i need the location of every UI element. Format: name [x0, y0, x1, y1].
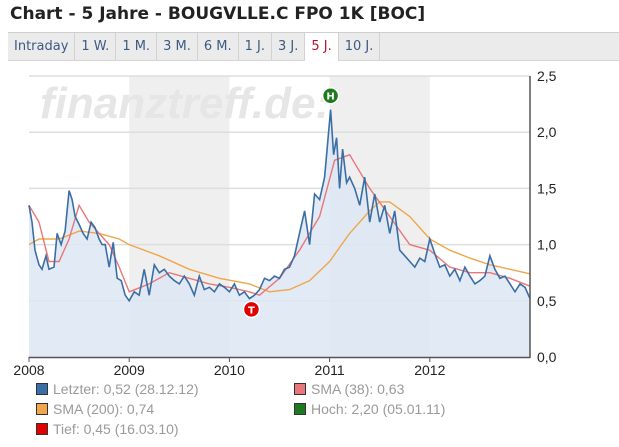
- legend-item-last: Letzter: 0,52 (28.12.12): [36, 381, 199, 397]
- low-marker: T: [242, 300, 261, 319]
- svg-text:2,0: 2,0: [537, 124, 557, 140]
- price-area: [29, 109, 530, 357]
- tab-6m[interactable]: 6 M.: [198, 33, 239, 60]
- legend-item-sma38: SMA (38): 0,63: [294, 381, 404, 397]
- legend-swatch-sma38: [294, 383, 306, 395]
- legend-label-sma200: SMA (200): 0,74: [53, 401, 155, 417]
- tab-bar-filler: [380, 33, 619, 60]
- tab-1j[interactable]: 1 J.: [239, 33, 272, 60]
- tab-1m[interactable]: 1 M.: [116, 33, 158, 60]
- svg-text:2009: 2009: [114, 362, 145, 378]
- svg-text:2012: 2012: [414, 362, 445, 378]
- watermark: finanztreff.de:: [40, 79, 330, 128]
- svg-text:2008: 2008: [13, 362, 44, 378]
- low-marker-icon: [242, 300, 261, 319]
- tab-3j[interactable]: 3 J.: [272, 33, 306, 60]
- sma200-line: [28, 201, 531, 293]
- legend-label-sma38: SMA (38): 0,63: [311, 381, 405, 397]
- timeframe-tabs: Intraday 1 W. 1 M. 3 M. 6 M. 1 J. 3 J. 5…: [8, 32, 619, 61]
- sma38-line: [28, 153, 531, 296]
- page-title: Chart - 5 Jahre - BOUGVLLE.C FPO 1K [BOC…: [10, 4, 426, 24]
- svg-text:0,5: 0,5: [537, 293, 557, 309]
- legend-label-last: Letzter: 0,52 (28.12.12): [53, 381, 199, 397]
- svg-text:2011: 2011: [315, 362, 345, 378]
- legend-label-high: Hoch: 2,20 (05.01.11): [311, 401, 446, 417]
- x-axis-labels: 2008 2009 2010 2011 2012: [13, 357, 446, 378]
- legend-swatch-high: [294, 403, 306, 415]
- price-chart: finanztreff.de: 0,00,51,01,52,02,5 2008 2…: [13, 68, 557, 378]
- legend-label-low: Tief: 0,45 (16.03.10): [53, 421, 179, 437]
- tab-1w[interactable]: 1 W.: [75, 33, 117, 60]
- legend-swatch-low: [36, 423, 48, 435]
- legend-item-sma200: SMA (200): 0,74: [36, 401, 154, 417]
- svg-text:2010: 2010: [214, 362, 245, 378]
- tab-intraday[interactable]: Intraday: [8, 33, 76, 60]
- legend-item-low: Tief: 0,45 (16.03.10): [36, 421, 179, 437]
- svg-text:0,0: 0,0: [537, 349, 557, 365]
- svg-text:2,5: 2,5: [537, 68, 557, 84]
- legend-swatch-sma200: [36, 403, 48, 415]
- y-axis-labels: 0,0 0,5 1,0 1,5 2,0 2,5: [537, 68, 557, 365]
- tab-5j[interactable]: 5 J.: [305, 33, 339, 61]
- high-marker-label: H: [326, 92, 334, 103]
- tab-3m[interactable]: 3 M.: [157, 33, 198, 60]
- high-marker: H: [321, 86, 340, 105]
- high-marker-icon: [321, 86, 340, 105]
- price-line: [28, 109, 531, 303]
- low-marker-label: T: [248, 305, 255, 316]
- legend-swatch-last: [36, 383, 48, 395]
- svg-text:1,5: 1,5: [537, 180, 557, 196]
- tab-10j[interactable]: 10 J.: [339, 33, 381, 60]
- legend-item-high: Hoch: 2,20 (05.01.11): [294, 401, 445, 417]
- svg-text:1,0: 1,0: [537, 237, 557, 253]
